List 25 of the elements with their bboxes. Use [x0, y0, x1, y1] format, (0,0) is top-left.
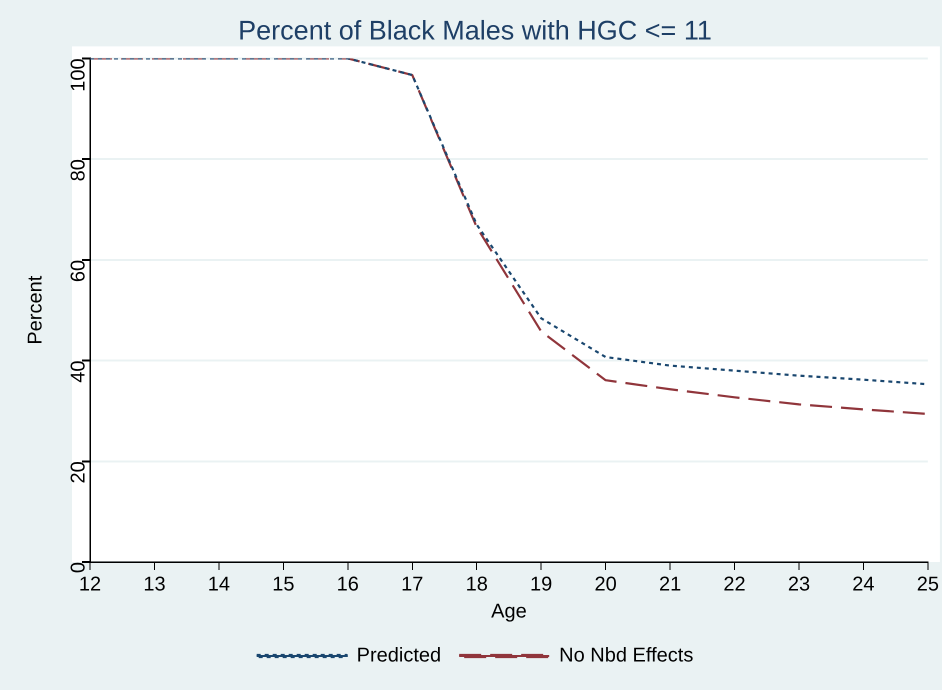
x-tick-label: 12: [78, 574, 102, 596]
x-tick-label: 14: [208, 574, 230, 596]
y-tick-label: 100: [68, 58, 90, 92]
x-tick-label: 24: [852, 574, 875, 596]
x-axis-title: Age: [491, 600, 527, 623]
x-tick-label: 16: [336, 574, 359, 596]
y-tick-label: 20: [68, 461, 90, 484]
y-tick-label: 80: [68, 159, 90, 182]
x-tick-label: 17: [401, 574, 424, 596]
x-tick-label: 20: [594, 574, 617, 596]
chart-title: Percent of Black Males with HGC <= 11: [238, 16, 712, 46]
x-tick-label: 19: [530, 574, 552, 596]
y-tick-label: 40: [68, 360, 90, 383]
x-tick-label: 25: [916, 574, 939, 596]
legend-label: Predicted: [356, 644, 442, 667]
y-axis-title: Percent: [24, 275, 47, 345]
legend-label: No Nbd Effects: [559, 644, 694, 667]
x-tick-label: 23: [788, 574, 810, 596]
y-tick-label: 60: [68, 260, 90, 282]
x-tick-label: 15: [272, 574, 294, 596]
x-tick-label: 18: [466, 574, 488, 596]
y-tick-label: 0: [68, 562, 90, 574]
x-tick-label: 21: [658, 574, 682, 596]
x-tick-label: 22: [723, 574, 746, 596]
x-tick-label: 13: [143, 574, 166, 596]
